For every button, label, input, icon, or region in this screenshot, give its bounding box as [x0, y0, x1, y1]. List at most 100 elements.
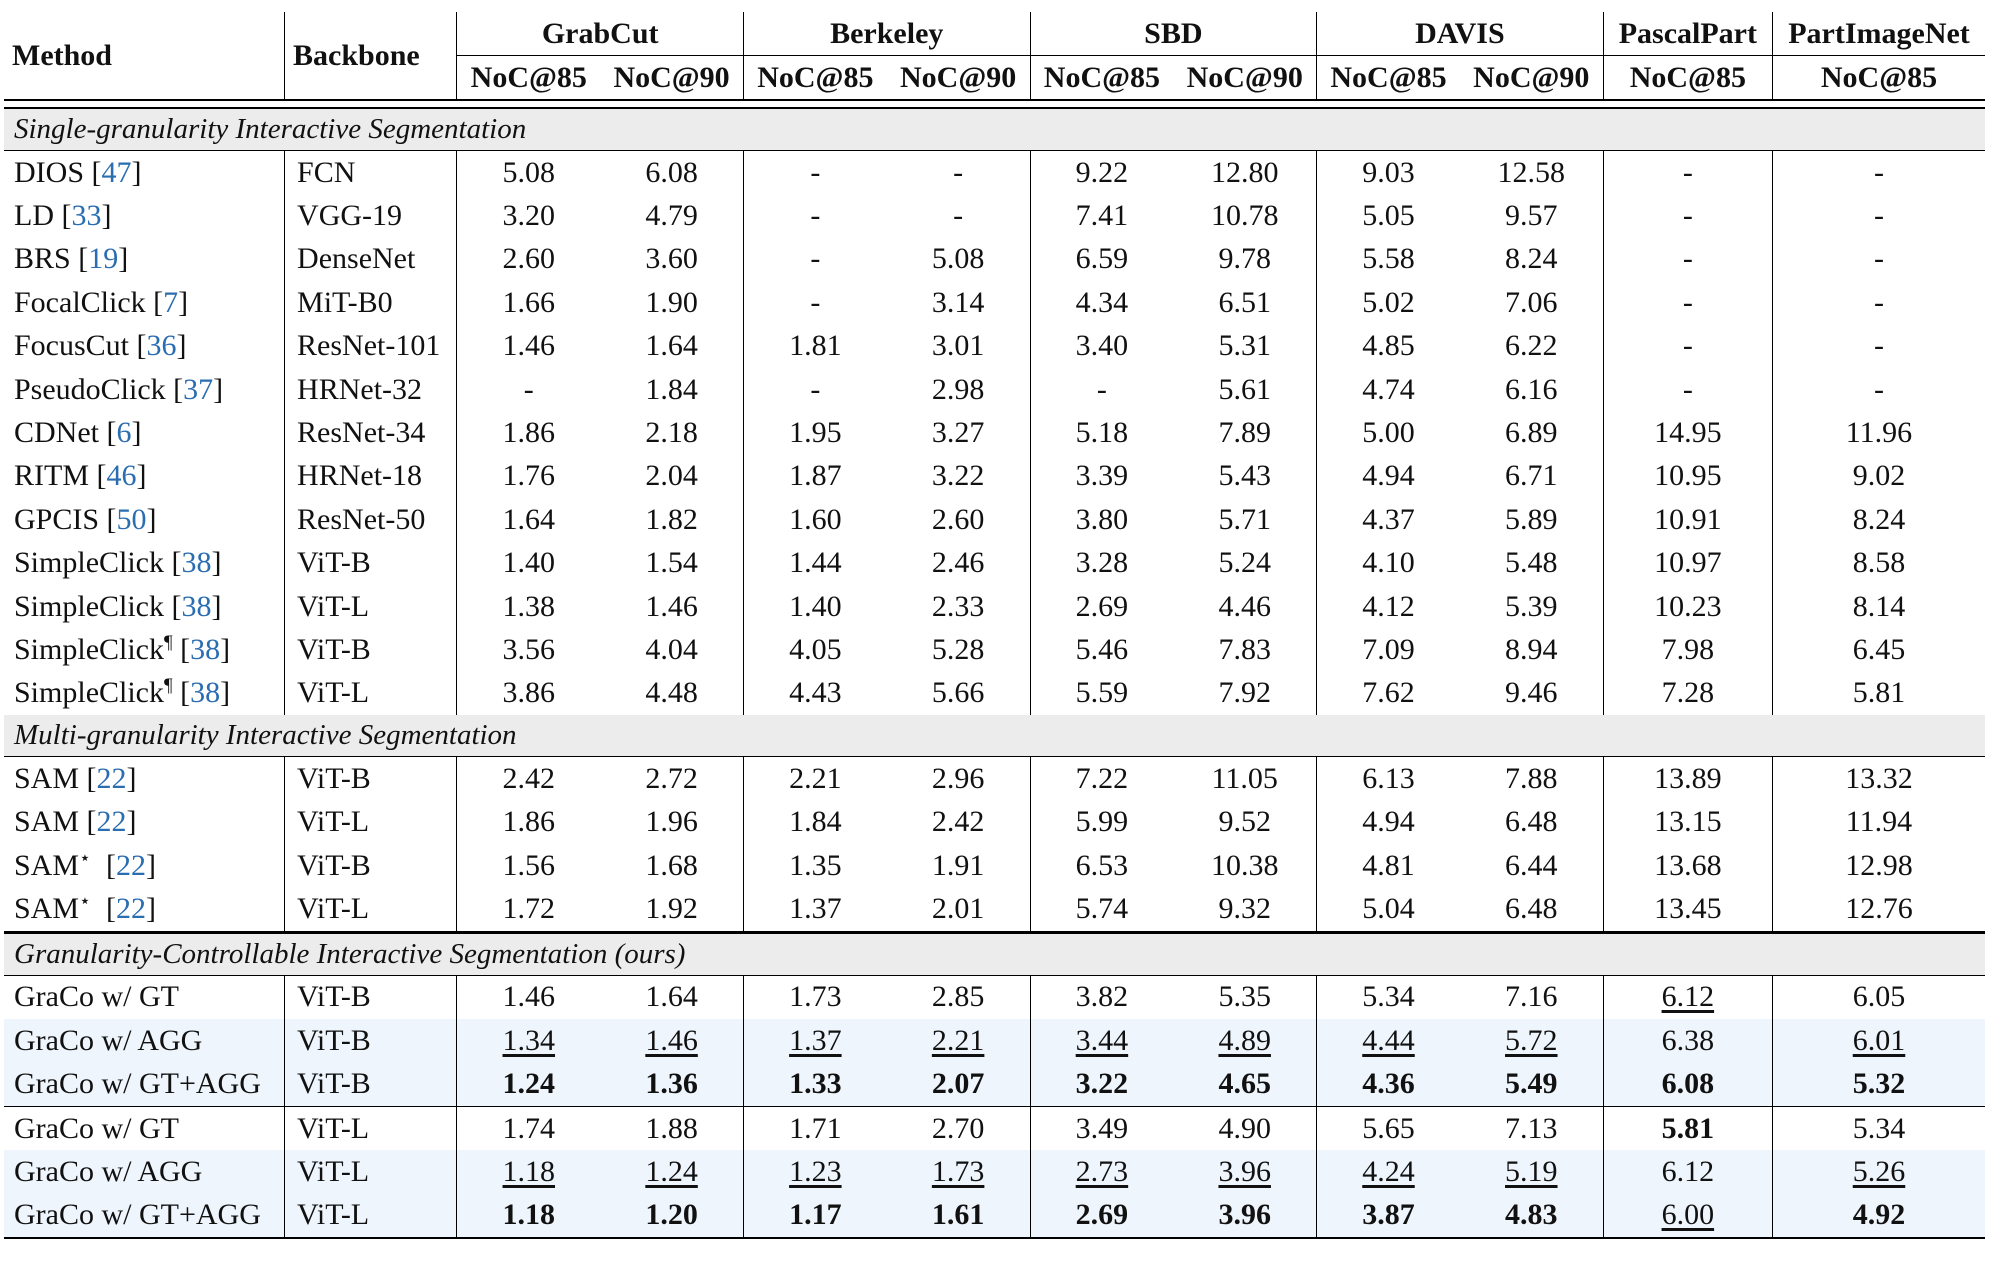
backbone-cell: ViT-L	[284, 1193, 458, 1239]
metric-header: NoC@90	[1459, 55, 1604, 101]
value-text: 7.28	[1661, 676, 1715, 710]
value-text: 1.61	[931, 1198, 985, 1232]
method-cell: GraCo w/ GT	[4, 974, 286, 1020]
value-text: 6.48	[1505, 891, 1558, 925]
value-text: 12.80	[1210, 155, 1279, 189]
value-text: 2.69	[1075, 589, 1129, 623]
method-mark: ¶	[164, 631, 173, 653]
value-cell: 12.58	[1459, 150, 1604, 195]
value-text: 3.22	[931, 459, 985, 493]
value-cell: 3.01	[886, 324, 1031, 368]
citation-link[interactable]: 38	[181, 546, 212, 580]
dataset-header-partimagenet: PartImageNet	[1772, 12, 1985, 56]
method-name: GraCo w/ AGG	[14, 1023, 203, 1057]
method-cell: GraCo w/ AGG	[4, 1019, 286, 1063]
citation-link[interactable]: 50	[116, 502, 147, 536]
value-text: 5.99	[1075, 805, 1129, 839]
method-cell: SAM⋆ [22]	[4, 887, 286, 933]
citation-link[interactable]: 22	[115, 891, 146, 925]
table-header: Method Backbone GrabCut Berkeley SBD DAV…	[4, 12, 1985, 109]
value-text: 1.46	[645, 1023, 698, 1057]
value-cell: 6.59	[1030, 238, 1173, 281]
value-text: 3.22	[1075, 1067, 1129, 1101]
value-cell: -	[886, 194, 1031, 238]
backbone-cell: ResNet-34	[284, 411, 458, 455]
value-cell: -	[743, 194, 886, 237]
citation-link[interactable]: 46	[106, 459, 137, 493]
value-cell: 1.37	[743, 1019, 887, 1063]
value-cell: 7.83	[1173, 628, 1318, 672]
value-text: 6.12	[1661, 1154, 1715, 1188]
citation-link[interactable]: 37	[183, 372, 214, 406]
value-text: 4.81	[1362, 848, 1415, 882]
dataset-header-grabcut: GrabCut	[456, 12, 744, 56]
value-cell: 9.46	[1459, 671, 1604, 716]
value-cell: 2.69	[1030, 585, 1173, 628]
backbone-cell: ViT-L	[284, 1105, 458, 1151]
citation-link[interactable]: 38	[190, 632, 221, 666]
citation-link[interactable]: 33	[71, 199, 102, 233]
citation-link[interactable]: 7	[163, 285, 179, 319]
citation-link[interactable]: 19	[88, 242, 119, 276]
value-cell: 3.87	[1316, 1193, 1460, 1239]
value-cell: 4.94	[1317, 455, 1460, 498]
value-cell: -	[743, 281, 886, 324]
metric-header: NoC@85	[456, 55, 601, 101]
citation-link[interactable]: 36	[146, 329, 177, 363]
method-cell: SimpleClick [38]	[4, 541, 286, 585]
value-text: 4.79	[645, 199, 698, 233]
citation-link[interactable]: 22	[115, 848, 146, 882]
citation-link[interactable]: 47	[101, 155, 132, 189]
value-cell: 7.22	[1030, 756, 1174, 801]
value-text: 13.32	[1845, 761, 1913, 795]
value-text: 3.96	[1218, 1198, 1271, 1232]
value-text: 6.45	[1852, 632, 1906, 666]
value-text: -	[1682, 329, 1693, 363]
value-text: 1.72	[502, 891, 556, 925]
value-cell: 6.05	[1772, 974, 1985, 1020]
table-row: GraCo w/ AGG ViT-B 1.34 1.46 1.37 2.21 3.44 4.8…	[4, 1019, 1985, 1063]
value-text: 1.40	[502, 546, 556, 580]
value-text: 4.94	[1362, 459, 1415, 493]
value-text: -	[953, 155, 964, 189]
value-text: 1.73	[789, 980, 842, 1014]
value-cell: 1.81	[743, 325, 886, 368]
backbone-cell: DenseNet	[284, 237, 458, 282]
section-title: Multi-granularity Interactive Segmentati…	[4, 715, 1985, 757]
value-text: -	[810, 372, 821, 406]
value-text: 5.49	[1505, 1067, 1558, 1101]
value-cell: 2.21	[743, 756, 887, 801]
value-text: 7.83	[1218, 632, 1271, 666]
value-cell: 6.38	[1603, 1019, 1774, 1063]
value-cell: 6.48	[1459, 887, 1604, 933]
value-text: 12.58	[1497, 155, 1566, 189]
value-cell: 6.12	[1603, 1150, 1774, 1194]
value-text: 1.64	[502, 502, 556, 536]
citation-link[interactable]: 22	[96, 805, 127, 839]
value-text: 5.24	[1218, 546, 1271, 580]
citation-link[interactable]: 22	[96, 761, 127, 795]
value-cell: 5.08	[456, 150, 601, 195]
value-text: 6.08	[1661, 1067, 1715, 1101]
value-cell: 3.27	[886, 411, 1031, 455]
value-cell: 5.81	[1603, 1105, 1774, 1151]
citation-link[interactable]: 38	[190, 676, 221, 710]
value-cell: 6.08	[600, 150, 744, 195]
value-cell: 11.94	[1773, 800, 1986, 843]
citation-link[interactable]: 38	[181, 589, 212, 623]
value-text: -	[1874, 372, 1884, 406]
value-text: 2.60	[931, 502, 985, 536]
value-text: 1.90	[645, 285, 698, 319]
value-cell: 11.05	[1173, 756, 1318, 801]
value-text: 6.38	[1661, 1023, 1715, 1057]
value-cell: 2.33	[886, 584, 1031, 629]
citation-link[interactable]: 6	[116, 416, 132, 450]
value-cell: 12.76	[1773, 887, 1986, 932]
value-text: 4.48	[645, 676, 698, 710]
value-text: 5.59	[1075, 676, 1129, 710]
value-cell: 4.36	[1316, 1062, 1460, 1107]
value-cell: 3.80	[1030, 498, 1173, 541]
value-cell: 4.04	[600, 628, 744, 672]
value-cell: 1.54	[600, 541, 744, 585]
value-cell: 7.28	[1603, 671, 1774, 716]
